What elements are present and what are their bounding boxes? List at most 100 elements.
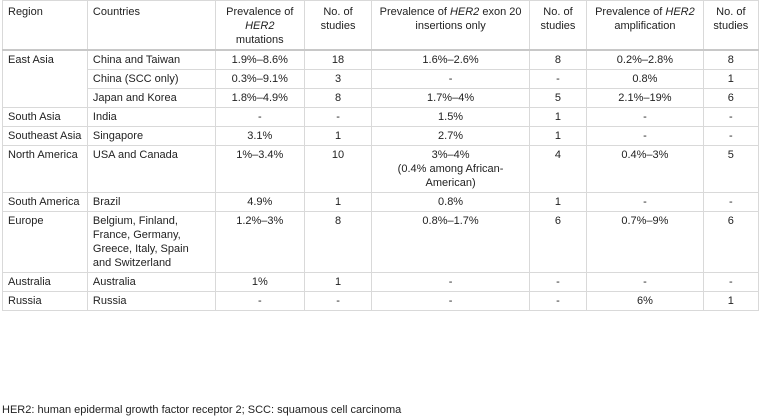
exon20-cell: 1.5% [371, 107, 530, 127]
countries-cell: Russia [86, 291, 216, 311]
table-row: Japan and Korea 1.8%–4.9% 8 1.7%–4% 5 2.1%–19… [3, 88, 760, 108]
table-row: North America USA and Canada 1%–3.4% 10 3%–4… [2, 145, 760, 193]
region-cell: South Asia [2, 107, 88, 127]
header-no-studies-mutations: No. of studies [303, 0, 373, 51]
no-studies-exon20-cell: 6 [528, 211, 588, 273]
her2-prevalence-table: Region Countries Prevalence of HER2 muta… [2, 0, 760, 311]
header-no-studies-exon20: No. of studies [528, 0, 588, 51]
table-row: Europe Belgium, Finland, France, Germany,… [2, 211, 760, 273]
no-studies-exon20-cell: - [528, 272, 588, 292]
no-studies-exon20-cell: - [528, 291, 588, 311]
mutations-cell: 1.9%–8.6% [214, 49, 305, 70]
region-cell: Southeast Asia [2, 126, 88, 146]
header-amplification: Prevalence of HER2 amplification [586, 0, 704, 51]
no-studies-amplification-cell: - [702, 126, 760, 146]
mutations-cell: 1% [214, 272, 305, 292]
header-no-studies-amplification: No. of studies [702, 0, 760, 51]
no-studies-exon20-cell: 1 [528, 192, 588, 212]
amplification-cell: 6% [586, 291, 704, 311]
mutations-cell: 0.3%–9.1% [214, 69, 305, 89]
no-studies-amplification-cell: - [702, 272, 760, 292]
table-row: South America Brazil 4.9% 1 0.8% 1- - [2, 192, 760, 212]
no-studies-amplification-cell: - [702, 107, 760, 127]
exon20-cell: 3%–4% (0.4% among African-American) [371, 145, 530, 193]
countries-cell: Brazil [86, 192, 216, 212]
amplification-cell: - [586, 126, 704, 146]
exon20-cell: 2.7% [371, 126, 530, 146]
countries-cell: Australia [86, 272, 216, 292]
exon20-cell: - [371, 69, 530, 89]
mutations-cell: 4.9% [214, 192, 305, 212]
amplification-cell: - [586, 192, 704, 212]
no-studies-exon20-cell: 1 [528, 107, 588, 127]
no-studies-mutations-cell: 1 [303, 192, 373, 212]
amplification-cell: 0.7%–9% [586, 211, 704, 273]
amplification-cell: - [586, 272, 704, 292]
no-studies-amplification-cell: 1 [702, 69, 760, 89]
region-cell: Europe [2, 211, 88, 273]
region-cell: North America [2, 145, 88, 193]
exon20-cell: 1.7%–4% [371, 88, 530, 108]
amplification-cell: 0.2%–2.8% [586, 49, 704, 70]
exon20-cell: - [371, 291, 530, 311]
no-studies-mutations-cell: 3 [303, 69, 373, 89]
table-row: China (SCC only) 0.3%–9.1% 3- -0.8% 1 [3, 69, 760, 89]
no-studies-exon20-cell: 5 [528, 88, 588, 108]
header-countries: Countries [86, 0, 216, 51]
table-header-row: Region Countries Prevalence of HER2 muta… [2, 0, 760, 51]
header-exon20: Prevalence of HER2 exon 20 insertions on… [371, 0, 530, 51]
mutations-cell: - [214, 291, 305, 311]
no-studies-mutations-cell: 1 [303, 126, 373, 146]
mutations-cell: 3.1% [214, 126, 305, 146]
table-row: South Asia India - -1.5% 1- - [2, 107, 760, 127]
mutations-cell: - [214, 107, 305, 127]
no-studies-exon20-cell: 1 [528, 126, 588, 146]
no-studies-mutations-cell: 8 [303, 211, 373, 273]
exon20-cell: 0.8%–1.7% [371, 211, 530, 273]
region-cell: Russia [2, 291, 88, 311]
no-studies-exon20-cell: 8 [528, 49, 588, 70]
no-studies-amplification-cell: 6 [702, 211, 760, 273]
countries-cell: China (SCC only) [86, 69, 216, 89]
table-row: Southeast Asia Singapore 3.1% 1 2.7% 1- - [2, 126, 760, 146]
exon20-cell: 0.8% [371, 192, 530, 212]
mutations-cell: 1.2%–3% [214, 211, 305, 273]
table-footnote: HER2: human epidermal growth factor rece… [2, 404, 402, 416]
no-studies-amplification-cell: 5 [702, 145, 760, 193]
no-studies-amplification-cell: 1 [702, 291, 760, 311]
header-mutations: Prevalence of HER2 mutations [214, 0, 305, 51]
header-region: Region [2, 0, 88, 51]
mutations-cell: 1%–3.4% [214, 145, 305, 193]
amplification-cell: 2.1%–19% [586, 88, 704, 108]
no-studies-exon20-cell: - [528, 69, 588, 89]
mutations-cell: 1.8%–4.9% [214, 88, 305, 108]
no-studies-mutations-cell: - [303, 291, 373, 311]
table-row: Australia Australia 1% 1- - - - [2, 272, 760, 292]
no-studies-exon20-cell: 4 [528, 145, 588, 193]
no-studies-amplification-cell: 6 [702, 88, 760, 108]
no-studies-mutations-cell: 8 [303, 88, 373, 108]
no-studies-amplification-cell: - [702, 192, 760, 212]
no-studies-amplification-cell: 8 [702, 49, 760, 70]
region-cell: Australia [2, 272, 88, 292]
countries-cell: India [86, 107, 216, 127]
amplification-cell: 0.8% [586, 69, 704, 89]
region-cell: South America [2, 192, 88, 212]
countries-cell: Singapore [86, 126, 216, 146]
table-row: East Asia China and Taiwan 1.9%–8.6% 18 1.6%… [2, 49, 760, 108]
countries-cell: China and Taiwan [86, 49, 216, 70]
no-studies-mutations-cell: - [303, 107, 373, 127]
no-studies-mutations-cell: 10 [303, 145, 373, 193]
table-row: Russia Russia - - - -6% 1 [2, 291, 760, 311]
amplification-cell: 0.4%–3% [586, 145, 704, 193]
exon20-cell: - [371, 272, 530, 292]
countries-cell: USA and Canada [86, 145, 216, 193]
exon20-cell: 1.6%–2.6% [371, 49, 530, 70]
no-studies-mutations-cell: 18 [303, 49, 373, 70]
table-body: East Asia China and Taiwan 1.9%–8.6% 18 1.6%… [2, 49, 760, 311]
countries-cell: Belgium, Finland, France, Germany, Greec… [86, 211, 216, 273]
no-studies-mutations-cell: 1 [303, 272, 373, 292]
countries-cell: Japan and Korea [86, 88, 216, 108]
amplification-cell: - [586, 107, 704, 127]
